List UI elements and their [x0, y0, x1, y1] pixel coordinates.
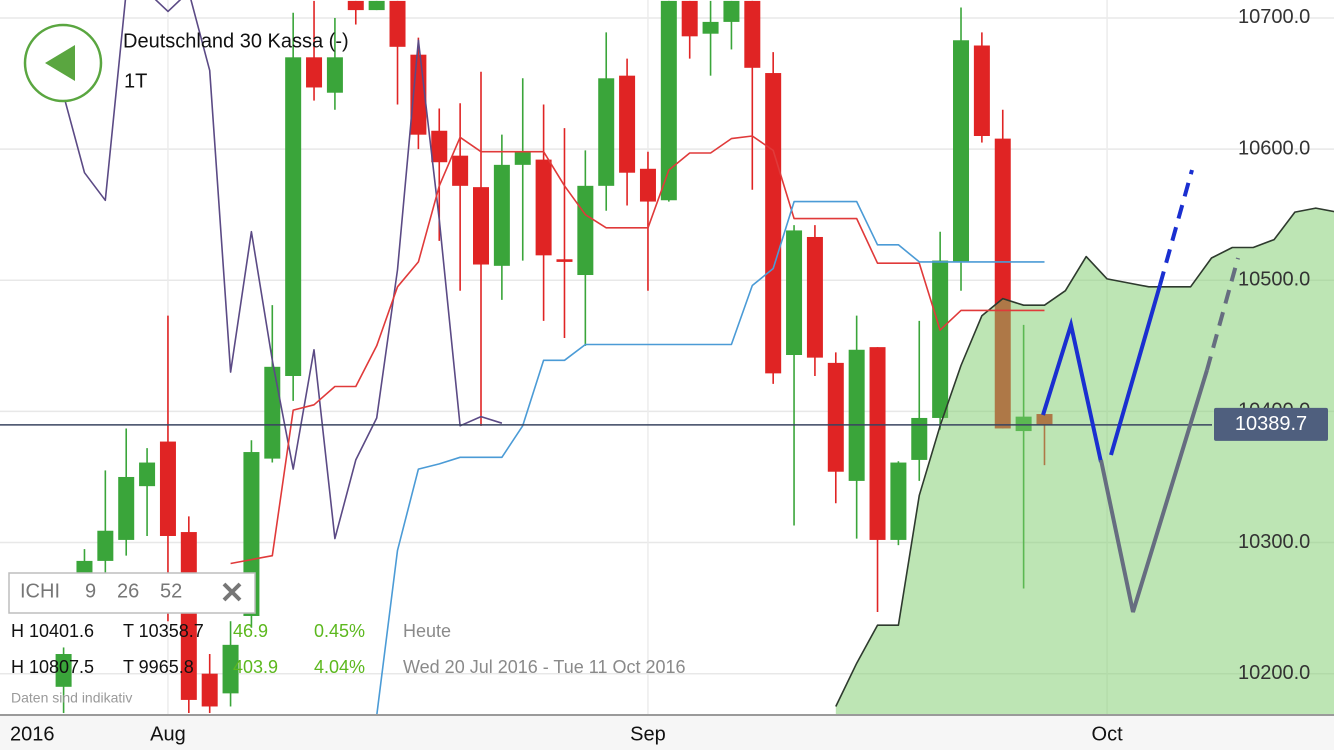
- candle-body: [953, 40, 970, 262]
- candle-body: [159, 441, 176, 536]
- candle-body: [285, 57, 302, 376]
- instrument-title: Deutschland 30 Kassa (-): [123, 30, 349, 52]
- indicator-box[interactable]: [8, 572, 256, 614]
- forecast-line: [1041, 317, 1103, 463]
- candle-body: [619, 75, 636, 173]
- indicator-param: 26: [117, 580, 139, 602]
- x-tick-label: Aug: [150, 723, 186, 745]
- plot: [0, 0, 1334, 715]
- forecast: [1041, 169, 1240, 613]
- forecast-line: [1205, 257, 1240, 371]
- candle-body: [598, 78, 615, 186]
- candle-body: [806, 236, 823, 358]
- candle-body: [848, 349, 865, 481]
- x-tick-label: Sep: [630, 723, 666, 745]
- candle-body: [932, 260, 949, 418]
- close-icon[interactable]: [222, 582, 242, 602]
- candle-body: [222, 644, 239, 694]
- candle-body: [473, 187, 489, 265]
- candle-body: [765, 73, 782, 374]
- candle-body: [556, 259, 573, 262]
- period-label[interactable]: 1T: [124, 70, 147, 92]
- last-price-box: [1214, 407, 1328, 441]
- stat-change: 46.9: [233, 621, 268, 641]
- candle-body: [827, 362, 844, 472]
- indicator-name: ICHI: [20, 580, 60, 602]
- year-label: 2016: [10, 723, 55, 745]
- stat-high: H 10401.6: [11, 621, 94, 641]
- candle-body: [326, 57, 343, 93]
- overlay: 10200.010300.010400.010500.010600.010700…: [1214, 6, 1328, 684]
- candle-body: [514, 151, 531, 165]
- axis: 2016 Aug Sep Oct: [0, 714, 1334, 750]
- candle-body: [306, 57, 323, 88]
- stat-change: 403.9: [233, 657, 278, 677]
- candle-body: [577, 185, 594, 276]
- x-axis-band: [0, 715, 1334, 750]
- y-tick-label: 10200.0: [1238, 662, 1310, 684]
- y-tick-label: 10300.0: [1238, 531, 1310, 553]
- candle-body: [911, 417, 928, 460]
- stat-low: T 9965.8: [123, 657, 194, 677]
- candle-body: [786, 230, 803, 356]
- candle-body: [55, 654, 72, 687]
- candle-body: [347, 0, 364, 11]
- cloud-line: [835, 207, 1334, 707]
- candle-body: [890, 462, 907, 540]
- forecast-line: [1158, 169, 1194, 286]
- candle-body: [201, 673, 218, 707]
- stat-range: Wed 20 Jul 2016 - Tue 11 Oct 2016: [403, 657, 686, 677]
- candle-body: [744, 0, 761, 68]
- y-tick-label: 10500.0: [1238, 269, 1310, 291]
- forecast-line: [1099, 369, 1209, 613]
- candle-body: [723, 0, 740, 22]
- stat-range: Heute: [403, 621, 451, 641]
- forecast-line: [1109, 284, 1162, 456]
- indicator-line: [375, 200, 1045, 715]
- indicator-line: [62, 0, 503, 540]
- candle-body: [118, 476, 135, 540]
- stat-high: H 10807.5: [11, 657, 94, 677]
- disclaimer: Daten sind indikativ: [11, 690, 132, 706]
- candle-body: [493, 164, 510, 266]
- close-indicator[interactable]: [222, 582, 242, 602]
- candle-body: [97, 530, 114, 561]
- candle-body: [452, 155, 469, 186]
- stat-percent: 4.04%: [314, 657, 365, 677]
- candle-body: [702, 21, 719, 34]
- candle-body: [973, 45, 990, 136]
- candle-body: [139, 462, 156, 487]
- back-arrow[interactable]: [45, 45, 75, 81]
- y-tick-label: 10700.0: [1238, 6, 1310, 28]
- y-tick-label: 10600.0: [1238, 137, 1310, 159]
- x-tick-label: Oct: [1092, 723, 1124, 745]
- candle-body: [660, 0, 677, 201]
- candle-body: [535, 159, 552, 256]
- last-price-label: 10389.7: [1235, 413, 1307, 435]
- candle-body: [869, 347, 886, 540]
- candle-body: [368, 0, 385, 11]
- cloud-area: [835, 208, 1334, 715]
- stat-low: T 10358.7: [123, 621, 204, 641]
- stat-percent: 0.45%: [314, 621, 365, 641]
- candle-body: [389, 0, 406, 47]
- indicator-param: 52: [160, 580, 182, 602]
- candle-body: [639, 168, 656, 202]
- candle-body: [681, 0, 698, 37]
- indicator-param: 9: [85, 580, 96, 602]
- indicator-line: [230, 135, 1045, 565]
- candle-body: [264, 366, 281, 459]
- candle-body: [431, 130, 448, 163]
- back-button[interactable]: [23, 23, 103, 103]
